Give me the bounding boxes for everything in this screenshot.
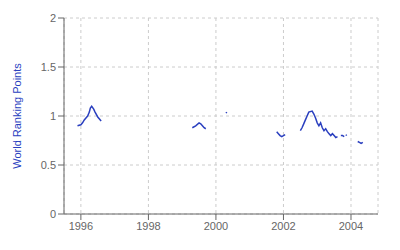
svg-text:1996: 1996 [69, 220, 93, 232]
svg-text:2002: 2002 [271, 220, 295, 232]
svg-text:1998: 1998 [136, 220, 160, 232]
svg-text:1: 1 [50, 110, 56, 122]
svg-text:0: 0 [50, 208, 56, 220]
svg-text:2004: 2004 [339, 220, 363, 232]
svg-text:2000: 2000 [204, 220, 228, 232]
svg-text:1.5: 1.5 [41, 61, 56, 73]
svg-text:0.5: 0.5 [41, 159, 56, 171]
svg-text:World Ranking Points: World Ranking Points [11, 63, 23, 169]
svg-text:2: 2 [50, 12, 56, 24]
